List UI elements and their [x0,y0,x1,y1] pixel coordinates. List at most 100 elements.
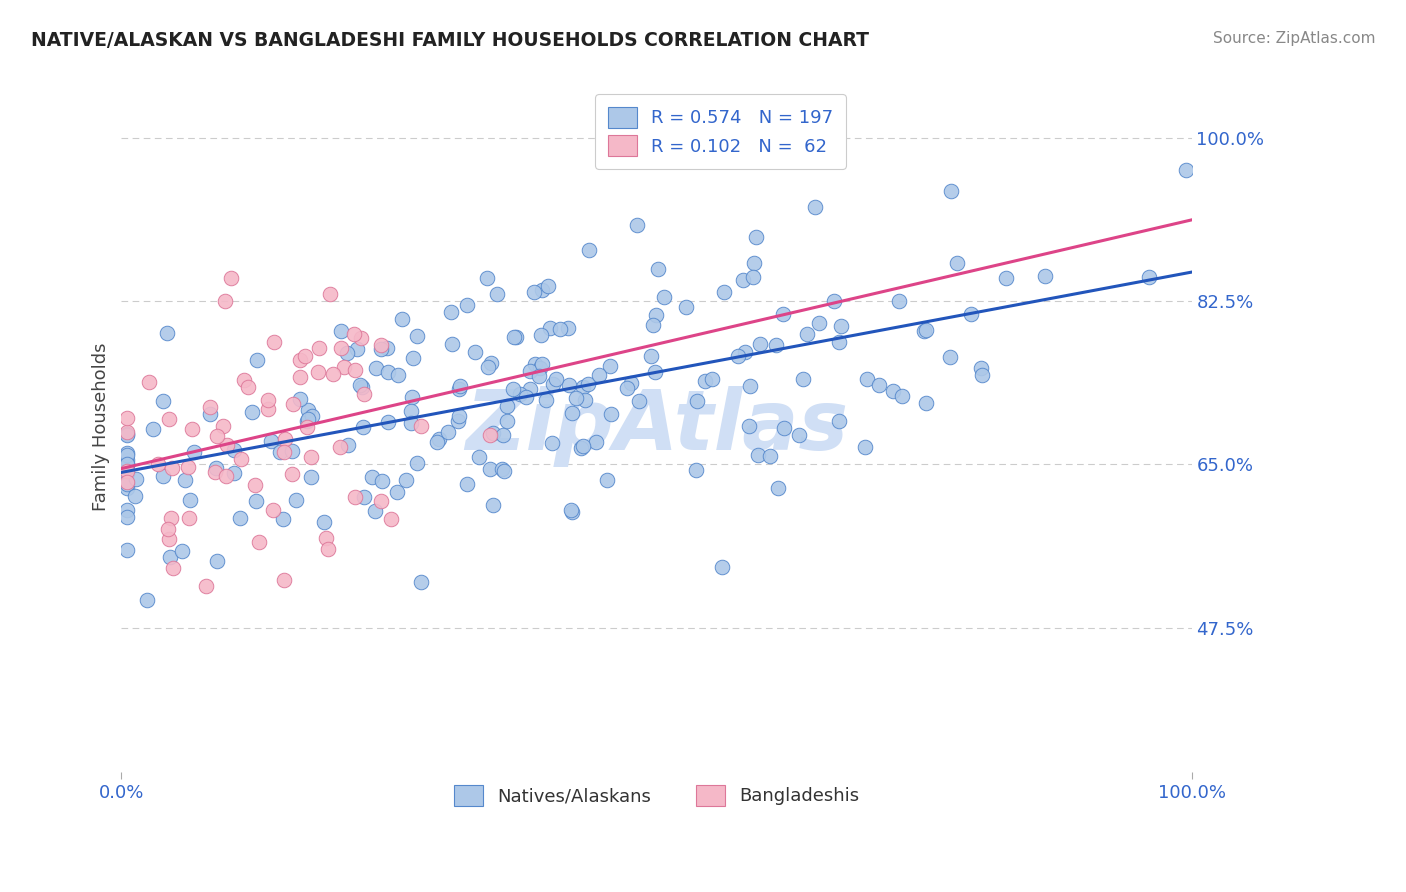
Point [519,382,541,396]
Point [312,515,335,529]
Point [519,364,541,378]
Point [479,462,502,476]
Point [330,324,353,338]
Point [713,285,735,300]
Point [640,349,662,363]
Point [765,338,787,352]
Point [387,485,409,500]
Point [406,456,429,470]
Point [215,469,238,483]
Point [456,477,478,491]
Point [560,503,582,517]
Point [246,352,269,367]
Point [229,511,252,525]
Point [695,374,717,388]
Point [828,335,851,350]
Point [352,419,374,434]
Point [387,368,409,383]
Point [247,534,270,549]
Point [273,574,295,588]
Point [475,271,498,285]
Point [970,368,993,382]
Point [747,449,769,463]
Point [205,428,228,442]
Point [115,446,138,460]
Point [333,359,356,374]
Point [675,300,697,314]
Point [200,401,222,415]
Point [346,342,368,356]
Point [336,345,359,359]
Point [370,494,392,508]
Point [529,368,551,383]
Point [531,283,554,297]
Point [233,373,256,387]
Point [645,308,668,322]
Point [240,404,263,418]
Point [115,427,138,442]
Point [299,470,322,484]
Point [375,341,398,355]
Point [523,357,546,371]
Point [271,512,294,526]
Point [853,440,876,454]
Point [572,439,595,453]
Text: NATIVE/ALASKAN VS BANGLADESHI FAMILY HOUSEHOLDS CORRELATION CHART: NATIVE/ALASKAN VS BANGLADESHI FAMILY HOU… [31,31,869,50]
Point [162,461,184,475]
Point [599,359,621,374]
Point [515,390,537,404]
Point [823,294,845,309]
Point [546,372,568,386]
Point [503,330,526,344]
Point [502,382,524,396]
Point [380,511,402,525]
Point [142,422,165,436]
Point [115,542,138,557]
Point [297,403,319,417]
Point [159,550,181,565]
Point [283,397,305,411]
Point [399,416,422,430]
Point [647,261,669,276]
Point [620,376,643,391]
Point [585,435,607,450]
Point [915,396,938,410]
Point [537,279,560,293]
Point [557,378,579,392]
Point [115,425,138,439]
Point [426,434,449,449]
Point [183,445,205,459]
Point [152,469,174,483]
Text: ZipAtlas: ZipAtlas [465,386,848,467]
Point [945,256,967,270]
Point [115,475,138,489]
Point [115,427,138,442]
Point [409,419,432,434]
Point [464,344,486,359]
Point [561,407,583,421]
Point [644,365,666,379]
Point [807,316,830,330]
Point [449,379,471,393]
Point [600,407,623,421]
Point [370,342,392,356]
Point [214,294,236,309]
Point [273,444,295,458]
Point [350,330,373,344]
Point [115,466,138,480]
Point [530,328,553,343]
Point [172,544,194,558]
Point [447,382,470,396]
Point [733,273,755,287]
Point [152,394,174,409]
Point [157,412,180,426]
Point [856,372,879,386]
Point [290,392,312,406]
Point [830,319,852,334]
Point [969,361,991,376]
Point [329,440,352,454]
Point [269,444,291,458]
Point [350,380,373,394]
Point [561,504,583,518]
Point [828,414,851,428]
